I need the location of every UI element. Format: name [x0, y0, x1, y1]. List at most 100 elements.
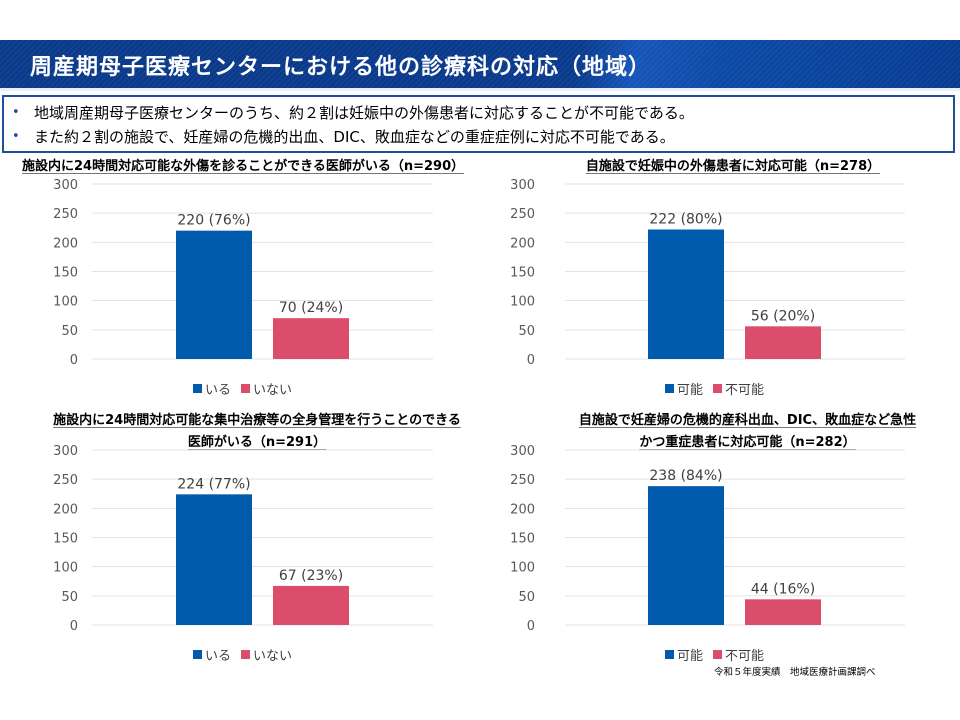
- legend-item: いる: [193, 645, 231, 664]
- bar-いる: [176, 494, 252, 625]
- y-tick-label: 200: [53, 502, 78, 517]
- chart-title: 施設内に24時間対応可能な集中治療等の全身管理を行うことのできる 医師がいる（n…: [22, 410, 492, 454]
- y-tick-label: 150: [510, 532, 535, 547]
- bar-いる: [176, 230, 252, 359]
- bullet-icon: •: [12, 104, 20, 120]
- data-label: 220 (76%): [177, 213, 250, 229]
- slide-header: 周産期母子医療センターにおける他の診療科の対応（地域）: [0, 40, 960, 88]
- legend-label: いる: [205, 649, 232, 664]
- chart-critical-obstetric: 自施設で妊産婦の危機的産科出血、DIC、敗血症など急性 かつ重症患者に対応可能（…: [480, 410, 960, 670]
- bar-不可能: [745, 599, 821, 625]
- y-tick-label: 250: [53, 207, 78, 222]
- y-tick-label: 250: [510, 473, 535, 488]
- legend-item: いる: [193, 379, 231, 398]
- legend-item: 不可能: [713, 645, 764, 664]
- legend-label: いない: [253, 383, 293, 398]
- chart-legend: いる いない: [193, 645, 292, 664]
- summary-text: 地域周産期母子医療センターのうち、約２割は妊娠中の外傷患者に対応することが不可能…: [34, 103, 694, 122]
- y-tick-label: 200: [53, 236, 78, 251]
- summary-item: • また約２割の施設で、妊産婦の危機的出血、DIC、敗血症などの重症症例に対応不…: [12, 124, 953, 148]
- y-tick-label: 250: [510, 207, 535, 222]
- bar-いない: [273, 585, 349, 625]
- data-label: 224 (77%): [177, 476, 250, 492]
- chart-title: 自施設で妊娠中の外傷患者に対応可能（n=278）: [568, 155, 898, 174]
- bar-いない: [273, 318, 349, 359]
- summary-text: また約２割の施設で、妊産婦の危機的出血、DIC、敗血症などの重症症例に対応不可能…: [34, 127, 675, 146]
- chart-trauma-doctor: 施設内に24時間対応可能な外傷を診ることができる医師がいる（n=290） 0 50…: [0, 155, 480, 400]
- chart-pregnant-trauma: 自施設で妊娠中の外傷患者に対応可能（n=278） 0 50 100 150 200 250…: [480, 155, 960, 400]
- y-tick-label: 50: [518, 324, 535, 339]
- y-tick-label: 0: [70, 619, 78, 634]
- y-tick-label: 300: [53, 178, 78, 193]
- y-tick-label: 50: [61, 590, 78, 605]
- legend-label: 不可能: [725, 383, 765, 398]
- y-tick-label: 250: [53, 473, 78, 488]
- data-label: 56 (20%): [751, 308, 815, 324]
- y-tick-label: 0: [70, 353, 78, 368]
- y-tick-label: 100: [510, 295, 535, 310]
- legend-item: 不可能: [713, 379, 764, 398]
- bar-不可能: [745, 326, 821, 359]
- legend-item: 可能: [665, 379, 703, 398]
- y-tick-label: 0: [527, 353, 535, 368]
- bullet-icon: •: [12, 128, 20, 144]
- legend-label: いない: [253, 649, 293, 664]
- data-label: 222 (80%): [649, 212, 722, 228]
- legend-item: 可能: [665, 645, 703, 664]
- chart-legend: 可能 不可能: [665, 645, 764, 664]
- chart-title-line: 医師がいる（n=291）: [187, 435, 327, 450]
- chart-svg: 0 50 100 150 200 250 300 224 (77%) 67 (23%): [53, 444, 433, 634]
- legend-label: 可能: [677, 383, 704, 398]
- chart-svg: 0 50 100 150 200 250 300 222 (80%) 56 (20%): [510, 178, 905, 368]
- y-tick-label: 200: [510, 236, 535, 251]
- legend-swatch-icon: [713, 384, 723, 393]
- legend-label: いる: [205, 383, 232, 398]
- y-tick-label: 200: [510, 502, 535, 517]
- data-label: 67 (23%): [279, 568, 343, 584]
- chart-title-line: 施設内に24時間対応可能な集中治療等の全身管理を行うことのできる: [53, 413, 461, 428]
- y-tick-label: 100: [53, 561, 78, 576]
- chart-svg: 0 50 100 150 200 250 300 220 (76%) 70 (24%): [53, 178, 433, 368]
- bar-可能: [648, 486, 724, 625]
- legend-swatch-icon: [241, 650, 251, 659]
- chart-title-line: 自施設で妊産婦の危機的産科出血、DIC、敗血症など急性: [578, 413, 917, 428]
- chart-intensive-care-doctor: 施設内に24時間対応可能な集中治療等の全身管理を行うことのできる 医師がいる（n…: [0, 410, 520, 670]
- y-tick-label: 300: [510, 444, 535, 459]
- chart-svg: 0 50 100 150 200 250 300 238 (84%) 44 (16%): [510, 444, 905, 634]
- chart-title: 施設内に24時間対応可能な外傷を診ることができる医師がいる（n=290）: [22, 155, 510, 174]
- chart-title: 自施設で妊産婦の危機的産科出血、DIC、敗血症など急性 かつ重症患者に対応可能（…: [555, 410, 940, 454]
- y-tick-label: 150: [53, 266, 78, 281]
- legend-label: 可能: [677, 649, 704, 664]
- y-tick-label: 150: [510, 266, 535, 281]
- y-tick-label: 50: [61, 324, 78, 339]
- chart-legend: 可能 不可能: [665, 379, 764, 398]
- y-tick-label: 100: [53, 295, 78, 310]
- y-tick-label: 300: [53, 444, 78, 459]
- chart-title-line: かつ重症患者に対応可能（n=282）: [639, 435, 856, 450]
- y-tick-label: 50: [518, 590, 535, 605]
- legend-swatch-icon: [193, 650, 202, 659]
- data-label: 70 (24%): [279, 300, 343, 316]
- legend-swatch-icon: [713, 650, 723, 659]
- legend-label: 不可能: [725, 649, 765, 664]
- y-tick-label: 300: [510, 178, 535, 193]
- data-label: 238 (84%): [649, 468, 722, 484]
- source-footnote: 令和５年度実績 地域医療計画課調べ: [714, 667, 876, 678]
- legend-item: いない: [241, 645, 292, 664]
- data-label: 44 (16%): [751, 581, 815, 597]
- legend-swatch-icon: [193, 384, 202, 393]
- y-tick-label: 100: [510, 561, 535, 576]
- slide-title: 周産期母子医療センターにおける他の診療科の対応（地域）: [30, 55, 652, 80]
- summary-box: • 地域周産期母子医療センターのうち、約２割は妊娠中の外傷患者に対応することが不…: [2, 95, 955, 153]
- legend-swatch-icon: [665, 650, 674, 659]
- summary-item: • 地域周産期母子医療センターのうち、約２割は妊娠中の外傷患者に対応することが不…: [12, 100, 953, 124]
- chart-title-line: 自施設で妊娠中の外傷患者に対応可能（n=278）: [585, 159, 881, 174]
- y-tick-label: 0: [527, 619, 535, 634]
- header-divider: [0, 88, 960, 91]
- bar-可能: [648, 229, 724, 359]
- chart-title-line: 施設内に24時間対応可能な外傷を診ることができる医師がいる（n=290）: [22, 159, 465, 174]
- chart-legend: いる いない: [193, 379, 292, 398]
- legend-swatch-icon: [665, 384, 674, 393]
- legend-item: いない: [241, 379, 292, 398]
- y-tick-label: 150: [53, 532, 78, 547]
